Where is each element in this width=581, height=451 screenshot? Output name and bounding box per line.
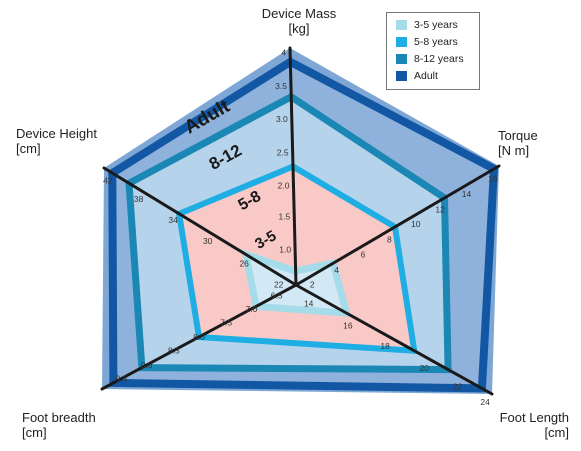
axis-label-device-height: Device Height [cm] (16, 126, 97, 156)
series-line-1 (175, 163, 418, 355)
tick-label: 9.5 (115, 374, 127, 384)
axis-unit: [cm] (544, 425, 569, 440)
tick-label: 1.0 (279, 244, 291, 254)
axis-label-foot-breadth: Foot breadth [cm] (22, 410, 96, 440)
tick-label: 2 (310, 280, 315, 290)
legend-swatch (395, 70, 408, 83)
tick-label: 24 (480, 397, 490, 407)
axis-line-3 (100, 283, 298, 391)
legend-entry: 3-5 years (395, 19, 458, 32)
tick-label: 22 (453, 382, 463, 392)
legend-swatch (395, 19, 408, 32)
tick-label: 8.0 (193, 332, 205, 342)
axis-line-0 (288, 46, 298, 287)
tick-label: 30 (203, 236, 213, 246)
legend-label: 3-5 years (414, 19, 458, 31)
series-line-0 (241, 249, 352, 318)
axis-name: Foot Length (499, 410, 569, 425)
series-line-3 (108, 57, 499, 393)
axis-name: Foot breadth (22, 410, 96, 425)
tick-label: 4 (334, 265, 339, 275)
tick-label: 12 (435, 205, 445, 215)
axis-line-4 (102, 166, 298, 287)
axis-line-2 (294, 283, 494, 396)
axis-line-1 (294, 164, 501, 287)
legend-entry: 8-12 years (395, 53, 464, 66)
axis-name: Device Mass (261, 6, 337, 21)
tick-label: 7.0 (245, 304, 257, 314)
legend-label: 5-8 years (414, 36, 458, 48)
series-line-2 (125, 92, 452, 374)
tick-label: 38 (134, 194, 144, 204)
tick-label: 42 (103, 175, 113, 185)
axis-unit: [cm] (16, 141, 41, 156)
tick-label: 6.5 (271, 290, 283, 300)
tick-label: 10 (411, 219, 421, 229)
legend-label: 8-12 years (414, 53, 464, 65)
tick-label: 3.5 (275, 81, 287, 91)
legend-swatch (395, 53, 408, 66)
tick-label: 14 (462, 189, 472, 199)
tick-label: 16 (343, 321, 353, 331)
tick-label: 26 (239, 258, 249, 268)
legend: 3-5 years 5-8 years 8-12 years Adult (386, 12, 480, 90)
tick-label: 1.5 (278, 211, 290, 221)
legend-label: Adult (414, 70, 438, 82)
axis-label-torque: Torque [N m] (498, 128, 538, 158)
tick-label: 9.0 (141, 360, 153, 370)
tick-label: 22 (274, 280, 284, 290)
axis-name: Device Height (16, 126, 97, 141)
tick-label: 4 (281, 48, 286, 58)
tick-label: 7.5 (220, 317, 232, 327)
axis-name: Torque (498, 128, 538, 143)
axis-unit: [cm] (22, 425, 47, 440)
axis-unit: [kg] (288, 21, 310, 36)
tick-label: 16 (488, 174, 498, 184)
tick-label: 3.0 (276, 114, 288, 124)
tick-label: 14 (304, 299, 314, 309)
axis-label-foot-length: Foot Length [cm] (500, 410, 569, 440)
tick-label: 2.5 (277, 147, 289, 157)
tick-label: 34 (168, 215, 178, 225)
tick-label: 6 (361, 250, 366, 260)
legend-entry: Adult (395, 70, 438, 83)
axis-label-device-mass: Device Mass [kg] (244, 6, 354, 36)
tick-label: 2.0 (278, 181, 290, 191)
tick-label: 20 (420, 363, 430, 373)
legend-swatch (395, 36, 408, 49)
tick-label: 8 (387, 234, 392, 244)
legend-entry: 5-8 years (395, 36, 458, 49)
tick-label: 18 (380, 341, 390, 351)
axis-unit: [N m] (498, 143, 530, 158)
tick-label: 8.5 (168, 346, 180, 356)
